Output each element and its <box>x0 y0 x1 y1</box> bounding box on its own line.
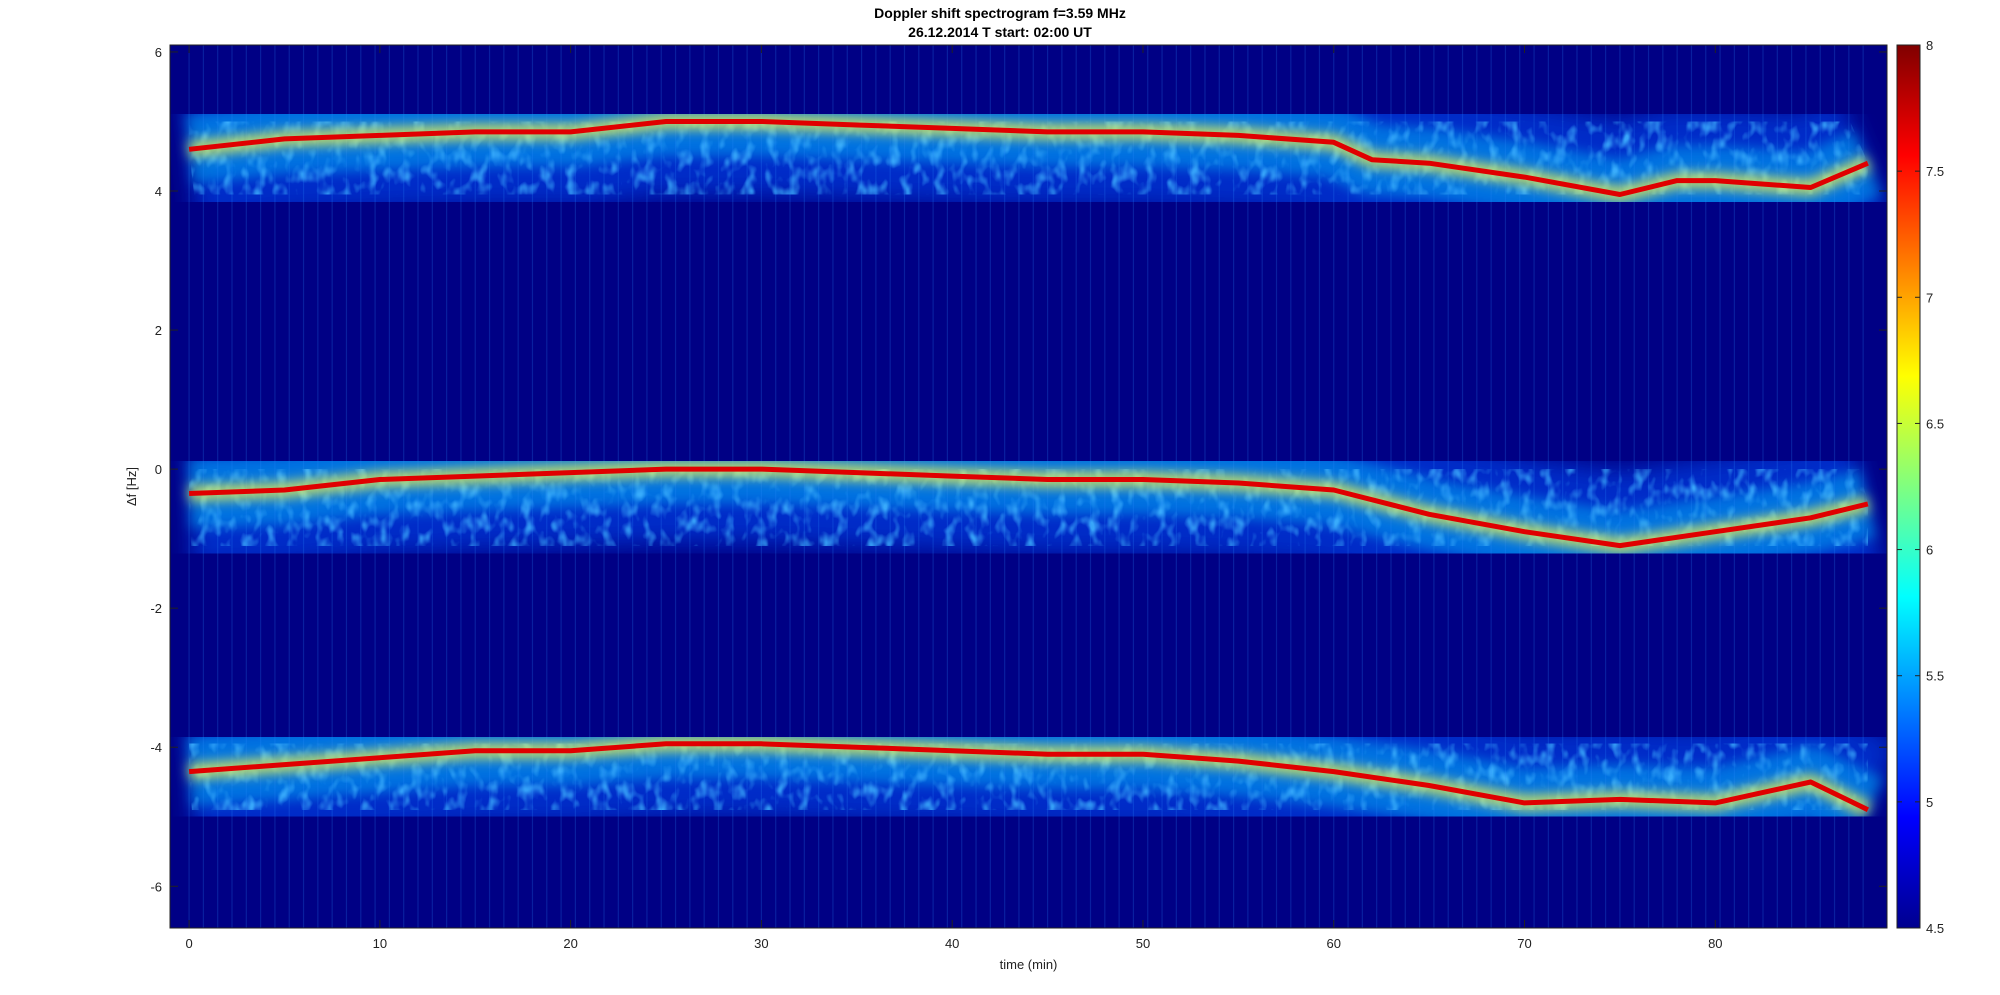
y-tick-label: 6 <box>155 45 162 60</box>
x-tick-label: 30 <box>754 936 768 951</box>
colorbar-tick-label: 5 <box>1926 795 1933 810</box>
y-tick-label: 4 <box>155 184 162 199</box>
x-tick-label: 0 <box>185 936 192 951</box>
signal-trace-1 <box>189 466 1869 549</box>
y-tick-label: -6 <box>150 879 162 894</box>
plot-frame <box>169 44 1888 929</box>
x-axis-label: time (min) <box>1000 957 1058 972</box>
signal-trace-2 <box>188 741 1869 813</box>
colorbar-tick-label: 4.5 <box>1926 921 1944 936</box>
x-tick-label: 40 <box>945 936 959 951</box>
x-tick-label: 60 <box>1327 936 1341 951</box>
colorbar-tick-label: 6 <box>1926 543 1933 558</box>
y-tick-label: -4 <box>150 740 162 755</box>
x-axis: 0 10 20 30 40 50 60 70 80 <box>185 45 1723 951</box>
colorbar-tick-label: 7 <box>1926 290 1933 305</box>
y-tick-label: -2 <box>150 601 162 616</box>
y-tick-label: 2 <box>155 323 162 338</box>
colorbar-tick-label: 5.5 <box>1926 669 1944 684</box>
colorbar-tick-label: 8 <box>1926 38 1933 53</box>
y-axis: -6 -4 -2 0 2 4 6 <box>150 45 1887 894</box>
y-axis-label: Δf [Hz] <box>124 467 139 506</box>
spectrogram-image <box>170 45 1887 928</box>
x-tick-label: 50 <box>1136 936 1150 951</box>
chart-title: Doppler shift spectrogram f=3.59 MHz <box>874 5 1126 21</box>
colorbar-ticks: 4.5 5 5.5 6 6.5 7 7.5 8 <box>1897 38 1944 936</box>
colorbar-gradient <box>1896 44 1921 929</box>
signal-trace-0 <box>188 119 1869 197</box>
x-tick-label: 70 <box>1517 936 1531 951</box>
colorbar: 4.5 5 5.5 6 6.5 7 7.5 8 <box>1896 38 1944 936</box>
signal-trace-layer <box>188 113 1872 817</box>
colorbar-tick-label: 7.5 <box>1926 164 1944 179</box>
chart-subtitle: 26.12.2014 T start: 02:00 UT <box>908 24 1092 40</box>
x-tick-label: 80 <box>1708 936 1722 951</box>
colorbar-tick-label: 6.5 <box>1926 416 1944 431</box>
y-tick-label: 0 <box>155 462 162 477</box>
x-tick-label: 20 <box>563 936 577 951</box>
x-tick-label: 10 <box>373 936 387 951</box>
